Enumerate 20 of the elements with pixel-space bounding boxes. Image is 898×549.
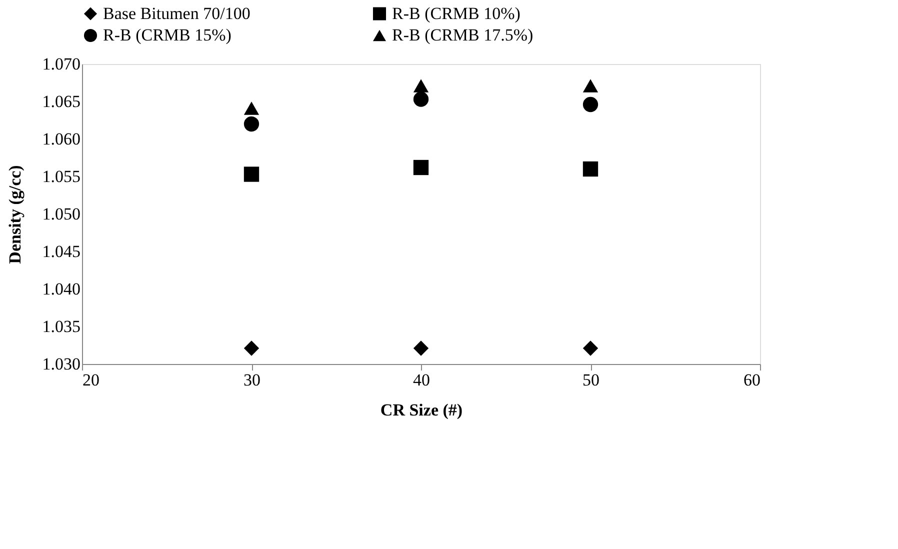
x-axis-title: CR Size (#) (380, 400, 463, 420)
y-tick-label: 1.055 (42, 167, 80, 186)
y-tick-label: 1.030 (42, 354, 80, 374)
y-tick-label: 1.070 (42, 54, 80, 74)
x-tick-label: 20 (82, 370, 100, 390)
legend-label: Base Bitumen 70/100 (103, 4, 250, 23)
x-tick-label: 40 (413, 370, 430, 390)
y-tick-label: 1.065 (42, 92, 80, 111)
x-tick-label: 50 (582, 370, 600, 390)
legend-label: R-B (CRMB 10%) (392, 4, 520, 23)
y-tick-label: 1.060 (42, 130, 80, 148)
y-tick-label: 1.035 (42, 317, 80, 336)
y-tick-label: 1.040 (42, 280, 80, 298)
x-tick-label: 60 (744, 370, 760, 390)
x-tick-label: 30 (244, 370, 260, 390)
y-tick-label: 1.050 (42, 204, 80, 224)
y-tick-label: 1.045 (42, 242, 80, 261)
legend-label: R-B (CRMB 15%) (103, 26, 232, 44)
y-axis-title: Density (g/cc) (5, 165, 24, 264)
legend-label: R-B (CRMB 17.5%) (392, 26, 534, 44)
